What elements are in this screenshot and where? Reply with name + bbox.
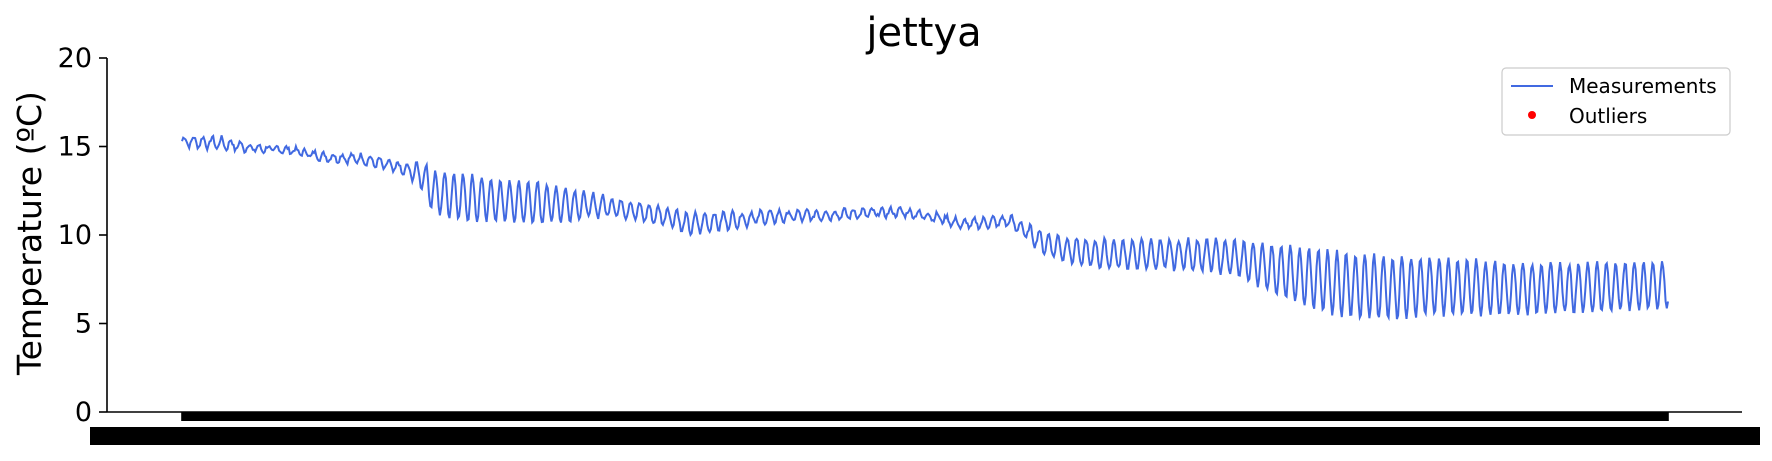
legend-outliers-label: Outliers bbox=[1569, 104, 1647, 128]
series-measurements-line bbox=[181, 134, 1669, 322]
y-tick-label: 15 bbox=[58, 132, 92, 163]
y-tick-label: 5 bbox=[75, 309, 92, 340]
legend-outliers-swatch bbox=[1528, 111, 1536, 119]
y-axis-ticks: 0 5 10 15 20 bbox=[58, 43, 107, 428]
legend-measurements-label: Measurements bbox=[1569, 74, 1717, 98]
y-tick-label: 10 bbox=[58, 220, 92, 251]
chart-title: jettya bbox=[865, 10, 981, 56]
x-tick-labels-overlap bbox=[90, 427, 1760, 445]
y-tick-label: 20 bbox=[58, 43, 92, 74]
legend-box bbox=[1501, 67, 1731, 136]
y-axis-label: Temperature (ºC) bbox=[10, 91, 49, 376]
x-tick-marks bbox=[181, 412, 1669, 421]
x-axis-ticks bbox=[90, 412, 1760, 445]
legend: Measurements Outliers bbox=[1501, 67, 1731, 136]
y-tick-label: 0 bbox=[75, 397, 92, 428]
